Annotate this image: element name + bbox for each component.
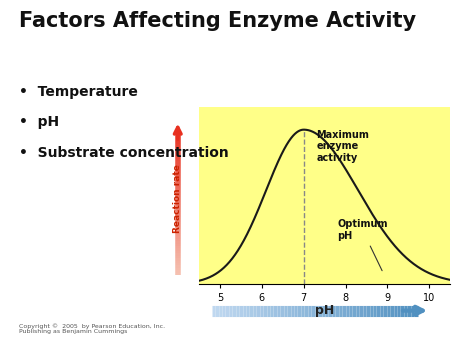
Text: •  Temperature: • Temperature <box>19 85 138 99</box>
Text: Optimum
pH: Optimum pH <box>337 219 388 271</box>
Text: •  pH: • pH <box>19 115 59 129</box>
Text: Reaction rate: Reaction rate <box>173 164 182 233</box>
Text: pH: pH <box>315 304 334 317</box>
Text: Copyright ©  2005  by Pearson Education, Inc.
Publishing as Benjamin Cummings: Copyright © 2005 by Pearson Education, I… <box>19 323 165 334</box>
Text: •  Substrate concentration: • Substrate concentration <box>19 146 229 159</box>
Text: Factors Affecting Enzyme Activity: Factors Affecting Enzyme Activity <box>19 11 416 31</box>
Text: Maximum
enzyme
activity: Maximum enzyme activity <box>316 130 369 163</box>
